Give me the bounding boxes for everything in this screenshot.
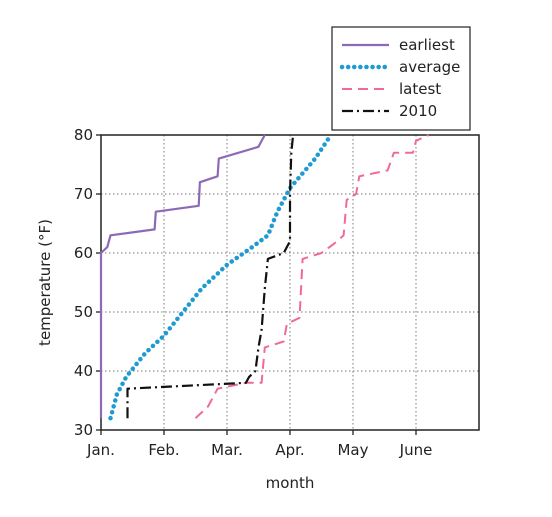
series-line-earliest [99, 134, 266, 419]
axis-ticks: Jan. Feb. Mar. Apr. May June 30 40 50 60 70 80 [74, 126, 432, 459]
x-tick-label: May [337, 441, 368, 459]
y-tick-label: 40 [74, 362, 93, 380]
legend-label-average: average [399, 58, 460, 76]
x-axis-title: month [266, 474, 315, 492]
legend-label-earliest: earliest [399, 36, 455, 54]
series-line-latest [194, 134, 430, 419]
legend: earliest average latest 2010 [331, 26, 471, 131]
y-tick-label: 50 [74, 303, 93, 321]
y-axis-title: temperature (°F) [36, 219, 54, 346]
y-tick-label: 70 [74, 185, 93, 203]
grid-lines [101, 135, 479, 430]
x-tick-label: June [399, 441, 433, 459]
legend-label-latest: latest [399, 80, 441, 98]
x-tick-label: Apr. [275, 441, 304, 459]
y-tick-label: 60 [74, 244, 93, 262]
y-tick-label: 30 [74, 421, 93, 439]
series-line-2010 [126, 134, 295, 419]
series-layer [99, 132, 430, 421]
legend-label-2010: 2010 [399, 102, 437, 120]
series-line-average [108, 132, 334, 421]
y-tick-label: 80 [74, 126, 93, 144]
x-tick-label: Mar. [211, 441, 243, 459]
x-tick-label: Jan. [86, 441, 115, 459]
x-tick-label: Feb. [148, 441, 179, 459]
